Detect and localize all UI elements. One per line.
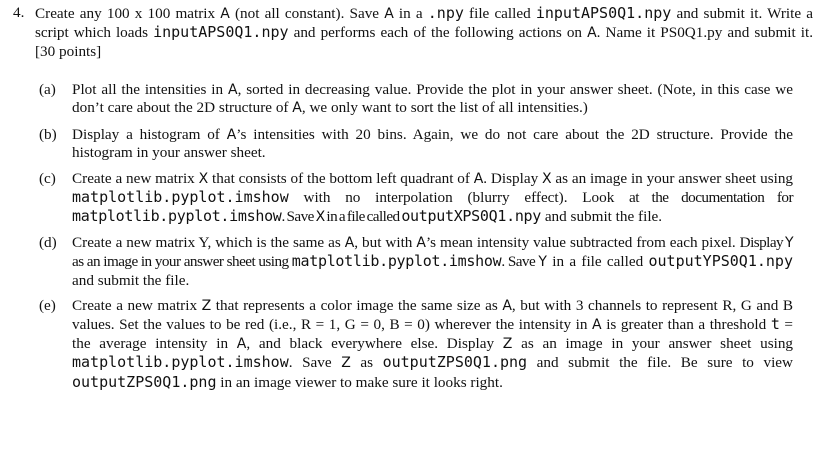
code-filename: outputZPS0Q1.png	[72, 372, 217, 391]
matrix-symbol: Z	[502, 335, 513, 352]
text-run: and submit the file.	[541, 208, 663, 226]
text-run: in a file called	[324, 208, 402, 226]
matrix-symbol: A	[228, 82, 238, 98]
matrix-symbol: Z	[201, 298, 212, 315]
subpart-label: (c)	[39, 169, 56, 187]
code-function: matplotlib.pyplot.imshow	[72, 188, 289, 207]
matrix-symbol: Y	[538, 254, 547, 271]
question-number: 4.	[13, 4, 25, 21]
matrix-symbol: A	[592, 317, 602, 334]
text-run: , and black everywhere else. Display	[246, 334, 503, 352]
code-filename: outputXPS0Q1.npy	[401, 207, 542, 226]
subpart-label: (b)	[39, 125, 57, 143]
text-run: Display	[739, 233, 785, 251]
text-run: (not all constant). Save	[229, 5, 385, 22]
code-function: matplotlib.pyplot.imshow	[72, 207, 282, 226]
text-run: , we only want to sort the list of all i…	[301, 99, 588, 117]
text-run: Create a new matrix	[72, 169, 199, 187]
subpart-a: (a) Plot all the intensities in A, sorte…	[39, 81, 793, 118]
code-filename: outputYPS0Q1.npy	[648, 252, 793, 271]
subpart-d: (d) Create a new matrix Y, which is the …	[39, 233, 794, 290]
text-run: and performs each of the following actio…	[288, 24, 588, 42]
matrix-symbol: X	[315, 209, 326, 226]
matrix-symbol: A	[416, 234, 426, 251]
text-run: as	[350, 354, 383, 372]
condensed-line: at the documentation for matplotlib.pypl…	[72, 189, 794, 226]
text-run: that represents a color image the same s…	[211, 297, 503, 315]
text-run: . Save	[281, 208, 316, 226]
text-run: at the documentation for	[629, 189, 794, 207]
text-run: . Save	[501, 253, 539, 271]
subparts-list: (a) Plot all the intensities in A, sorte…	[39, 81, 794, 392]
text-run: Display a histogram of	[72, 125, 227, 143]
text-run: . Display	[483, 169, 542, 187]
text-run: = the average intensity in	[72, 316, 793, 352]
subpart-label: (a)	[39, 81, 56, 98]
text-run: as an image in your answer sheet using	[551, 169, 794, 187]
matrix-symbol: A	[502, 298, 512, 315]
code-function: matplotlib.pyplot.imshow	[291, 252, 502, 271]
text-run: and submit the file. Be sure to view	[527, 354, 793, 372]
subpart-label: (e)	[39, 297, 56, 315]
question-text: Create any 100 x 100 matrix A (not all c…	[35, 4, 813, 61]
matrix-symbol: A	[226, 126, 237, 143]
matrix-symbol: Y	[784, 234, 794, 251]
text-run: , sorted in decreasing value. Provide th…	[72, 81, 793, 117]
text-run: ’s mean intensity value subtracted from …	[425, 233, 740, 251]
text-run: . Save	[288, 354, 342, 372]
text-run: and submit it. Write a script which load…	[35, 5, 813, 42]
text-run: with no interpolation (blurry effect). L…	[288, 189, 630, 207]
matrix-symbol: A	[236, 335, 247, 352]
subpart-b: (b) Display a histogram of A’s intensiti…	[39, 126, 793, 163]
text-run: that consists of the bottom left quadran…	[208, 169, 474, 187]
text-run: as an image in your answer sheet using	[512, 334, 794, 352]
text-run: is greater than a threshold	[601, 316, 771, 334]
text-run: and submit the file.	[72, 271, 190, 289]
matrix-symbol: A	[344, 234, 355, 251]
subpart-c: (c) Create a new matrix X that consists …	[39, 169, 794, 227]
code-filename: inputAPS0Q1.npy	[535, 4, 672, 22]
text-run: in a	[393, 5, 428, 22]
text-run: ’s intensities with 20 bins. Again, we d…	[72, 125, 793, 162]
matrix-symbol: X	[541, 170, 552, 187]
matrix-symbol: A	[292, 100, 302, 117]
text-run: , but with 3 channels to represent R, G …	[72, 297, 793, 334]
threshold-variable: t	[770, 315, 780, 334]
text-run: . Name it PS0Q1.py and submit it. [30 po…	[35, 24, 814, 60]
matrix-symbol: A	[587, 25, 597, 42]
code-function: matplotlib.pyplot.imshow	[72, 353, 289, 372]
text-run: in a file called	[546, 253, 649, 271]
text-run: file called	[463, 5, 536, 22]
text-run: , but with	[354, 233, 417, 251]
matrix-symbol: Z	[341, 355, 351, 372]
text-run: as an image in your answer sheet using	[72, 253, 292, 271]
text-run: Create a new matrix	[72, 297, 202, 315]
code-filename: outputZPS0Q1.png	[382, 353, 528, 372]
matrix-symbol: A	[384, 6, 394, 22]
question-4: 4. Create any 100 x 100 matrix A (not al…	[13, 4, 813, 61]
text-run: in an image viewer to make sure it looks…	[216, 373, 503, 391]
subpart-e: (e) Create a new matrix Z that represent…	[39, 297, 793, 392]
matrix-symbol: X	[198, 170, 209, 187]
text-run: Create any 100 x 100 matrix	[35, 5, 221, 22]
matrix-symbol: A	[473, 170, 484, 187]
condensed-line: Display Y as an image in your answer she…	[72, 233, 794, 271]
text-run: Plot all the intensities in	[72, 81, 228, 98]
code-filename: inputAPS0Q1.npy	[153, 23, 289, 42]
subpart-label: (d)	[39, 233, 57, 251]
matrix-symbol: A	[220, 6, 230, 22]
code-extension: .npy	[427, 4, 464, 22]
text-run: Create a new matrix Y, which is the same…	[72, 233, 345, 251]
